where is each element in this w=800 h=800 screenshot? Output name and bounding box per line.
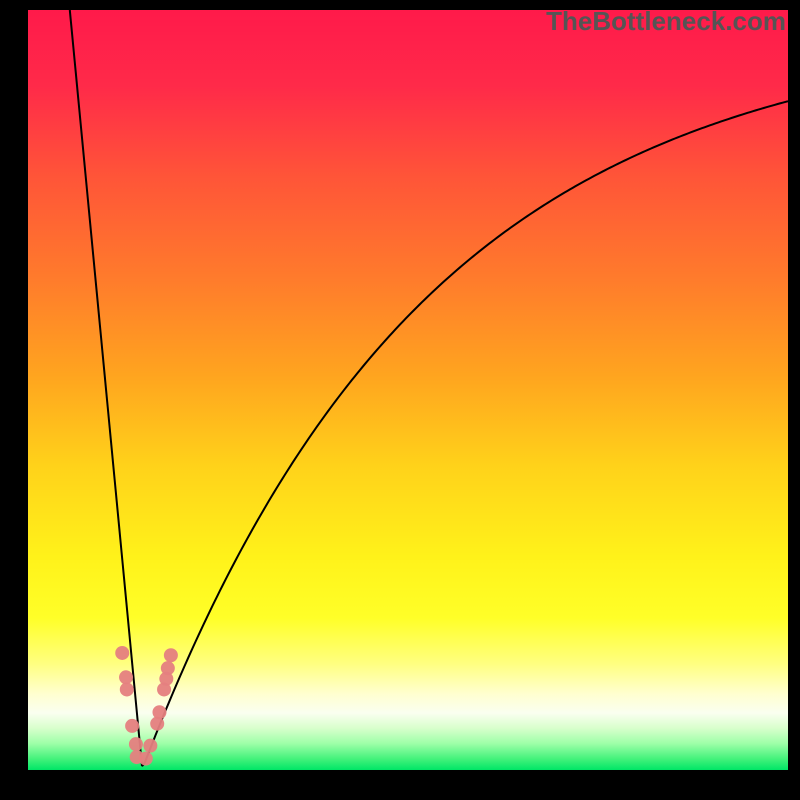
plot-area — [28, 10, 788, 770]
gradient-background — [28, 10, 788, 770]
plot-svg — [28, 10, 788, 770]
marker-point — [120, 682, 134, 696]
marker-point — [152, 705, 166, 719]
watermark-text: TheBottleneck.com — [546, 6, 786, 37]
marker-point — [143, 739, 157, 753]
marker-point — [164, 648, 178, 662]
marker-point — [125, 719, 139, 733]
marker-point — [161, 661, 175, 675]
marker-point — [139, 752, 153, 766]
marker-point — [115, 646, 129, 660]
marker-point — [129, 737, 143, 751]
marker-point — [119, 670, 133, 684]
chart-frame: TheBottleneck.com — [0, 0, 800, 800]
